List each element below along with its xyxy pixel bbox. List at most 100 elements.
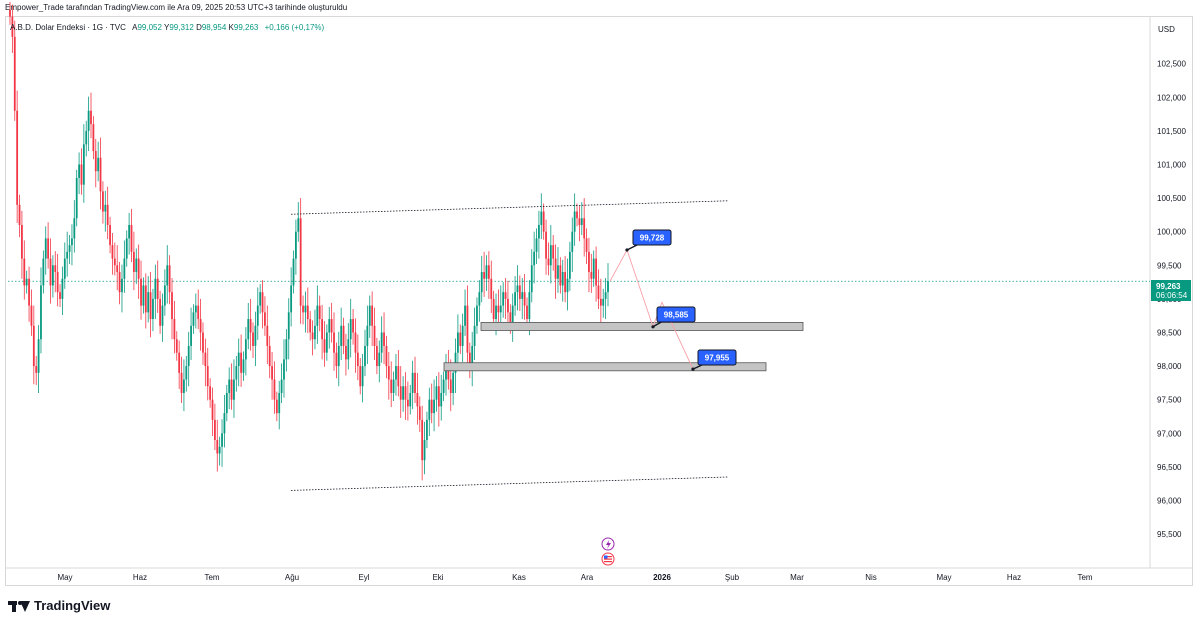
candle-body [404,386,407,400]
last-price-badge: 99,263 06:06:54 [1151,280,1191,301]
candle-body [530,265,533,293]
price-tick-label: 96,500 [1157,463,1182,472]
candle-body [85,130,88,145]
price-tick-label: 101,000 [1157,161,1186,170]
trend-channel[interactable] [290,200,729,491]
candle-body [44,238,47,259]
candle-body [499,305,502,313]
candle-body [180,372,183,393]
candle-body [599,298,602,306]
candle-body [242,359,245,373]
candle-body [497,305,500,313]
price-tick-label: 95,500 [1157,530,1182,539]
candle-body [418,406,421,420]
callout-anchor [651,325,655,329]
candle-body [597,285,600,299]
price-callout[interactable] [656,306,696,323]
time-tick-label: Tem [1077,573,1092,582]
candle-body [63,258,66,279]
candle-body [204,352,207,367]
candle-body [590,272,593,279]
tradingview-logo[interactable]: TradingView [8,598,110,613]
candle-body [576,211,578,219]
time-tick-label: Haz [1007,573,1021,582]
candle-body [80,164,83,185]
candle-body [337,345,340,367]
channel-upper-line[interactable] [290,200,729,215]
candle-body [137,258,140,279]
candle-body [273,379,276,400]
candle-body [261,292,264,313]
candle-body [528,292,531,320]
candle-body [30,305,33,326]
price-callout[interactable] [632,229,672,246]
candle-body [406,399,409,407]
candle-body [154,278,157,299]
candle-body [225,392,228,414]
candle-body [21,224,23,259]
candle-body [306,305,309,320]
price-callout[interactable] [697,349,737,366]
candle-body [476,305,478,326]
callout-anchor [625,248,629,252]
candle-body [578,218,581,225]
candle-body [592,258,595,279]
candle-body [99,157,102,192]
candle-body [449,379,452,393]
event-markers[interactable] [601,537,615,566]
symbol-title[interactable]: A.B.D. Dolar Endeksi · 1G · TVC [10,23,126,32]
open-label: A [132,23,138,32]
candle-body [192,312,195,326]
support-zone[interactable] [443,362,767,372]
header-caption: Empower_Trade tarafından TradingView.com… [5,3,348,12]
candle-body [409,392,412,407]
candle-body [40,285,42,340]
candle-body [49,258,52,286]
candle-body [540,211,543,225]
candle-body [378,352,381,367]
price-tick-label: 98,000 [1157,362,1182,371]
candle-body [442,379,445,393]
candle-body [259,292,262,306]
candle-body [468,352,471,367]
candle-body [452,372,455,393]
candle-body [523,292,526,306]
candles [9,1,609,481]
candle-body [256,305,259,326]
candle-body [252,332,254,346]
candle-body [399,386,402,400]
candle-body [132,251,135,273]
candle-body [221,433,223,447]
candle-body [299,218,302,306]
currency-label: USD [1158,25,1175,34]
channel-lower-line[interactable] [290,476,729,491]
candle-body [268,345,271,367]
candle-body [564,272,567,293]
candle-body [121,278,123,293]
price-callout-label: 97,955 [705,354,730,363]
change-value: +0,166 (+0,17%) [264,23,325,32]
support-zone[interactable] [480,322,804,331]
candle-body [507,298,509,313]
candle-body [111,245,114,259]
candle-body [533,251,536,266]
candle-body [437,386,440,407]
time-tick-label: May [936,573,951,582]
price-callouts[interactable]: 99,728 98,585 97,955 [625,229,737,371]
candle-body [159,298,161,326]
candle-body [47,238,50,259]
candle-body [61,278,64,299]
symbol-legend[interactable]: A.B.D. Dolar Endeksi · 1G · TVC A99,052 … [10,23,324,32]
time-axis[interactable]: May Haz Tem Ağu Eyl Eki Kas Ara 2026 Şub Mar Nis May… [57,573,1092,582]
price-tick-label: 100,000 [1157,228,1186,237]
candle-body [106,204,109,225]
time-tick-label: Nis [865,573,877,582]
lightning-icon-glyph [606,540,611,549]
candle-body [466,305,469,353]
candle-body [37,339,40,373]
candle-body [11,16,14,37]
candle-body [380,332,383,353]
low-value: 98,954 [201,23,227,32]
support-zones[interactable] [443,322,804,372]
